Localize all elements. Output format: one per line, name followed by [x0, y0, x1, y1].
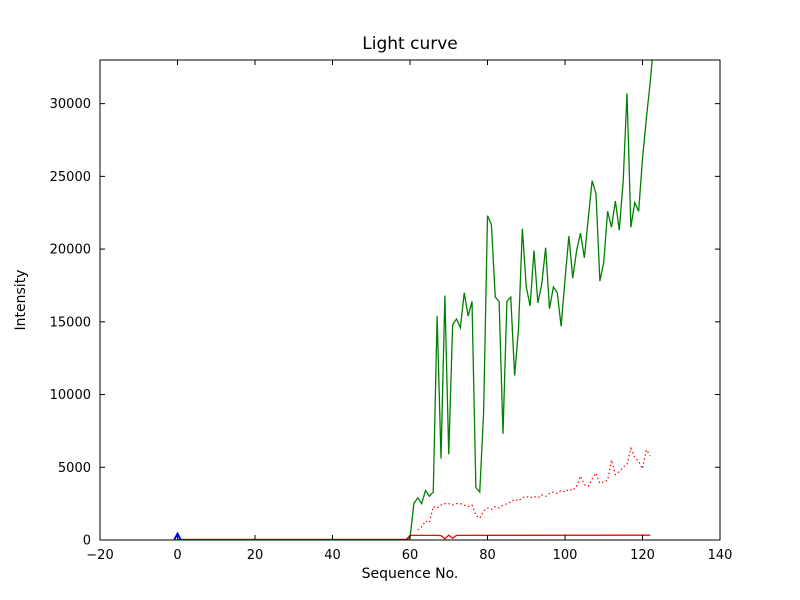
x-tick-label: 120 [630, 548, 655, 563]
y-tick-label: 0 [83, 534, 91, 549]
y-tick-label: 15000 [50, 315, 91, 330]
plot-area [100, 60, 720, 540]
x-tick-label: 40 [324, 548, 341, 563]
y-axis-label: Intensity [13, 269, 29, 331]
x-tick-label: 60 [402, 548, 419, 563]
x-tick-label: 20 [247, 548, 264, 563]
x-tick-label: 0 [173, 548, 181, 563]
y-tick-label: 25000 [50, 170, 91, 185]
x-tick-label: 80 [479, 548, 496, 563]
series-red-solid-line [177, 534, 651, 540]
x-tick-label: 140 [708, 548, 733, 563]
x-axis-label: Sequence No. [361, 566, 459, 582]
y-tick-label: 5000 [58, 461, 91, 476]
x-tick-label: 100 [553, 548, 578, 563]
y-tick-label: 20000 [50, 243, 91, 258]
x-tick-label: −20 [86, 548, 113, 563]
y-tick-label: 10000 [50, 388, 91, 403]
series-green-solid-line [177, 60, 653, 540]
series-blue-marker-line [173, 531, 182, 540]
series-red-dotted-line [417, 446, 651, 531]
chart-title: Light curve [362, 34, 458, 54]
y-tick-label: 30000 [50, 97, 91, 112]
